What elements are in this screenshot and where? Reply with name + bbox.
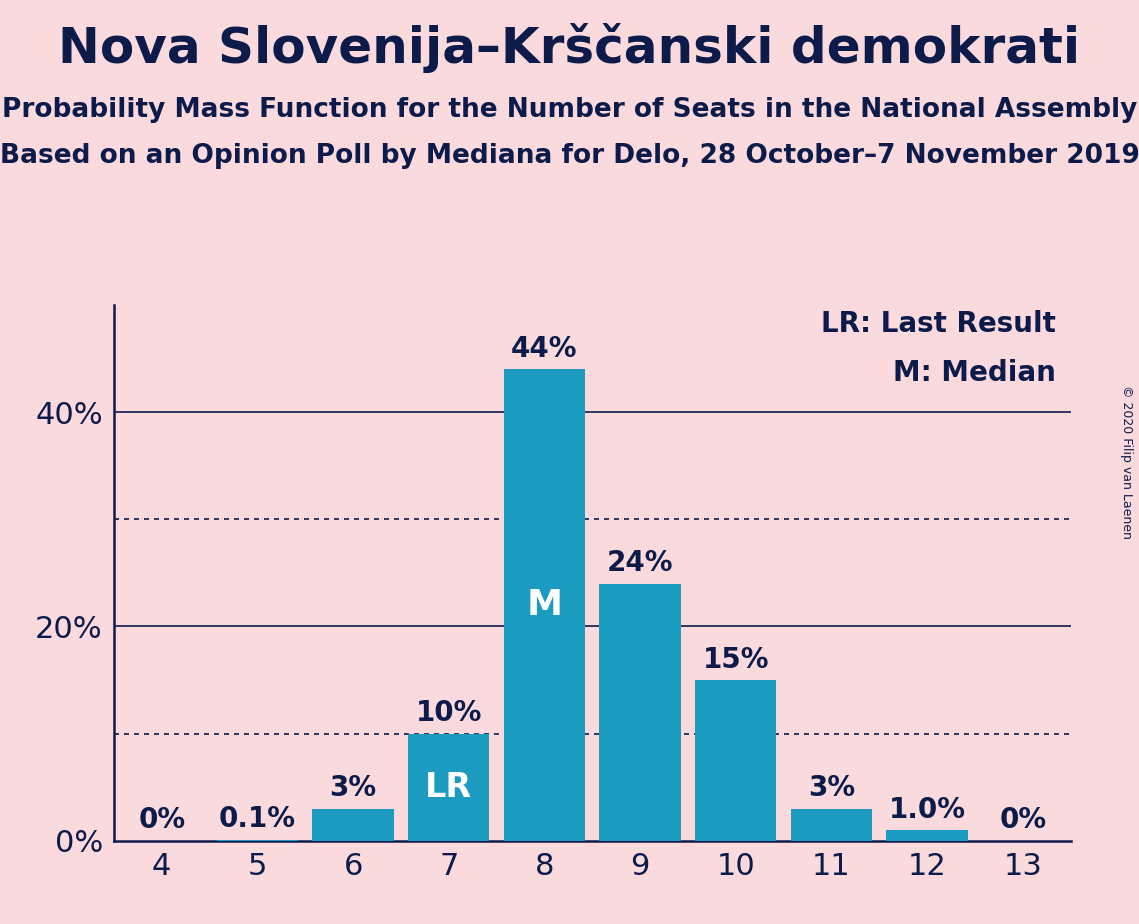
Bar [408, 734, 490, 841]
Text: Based on an Opinion Poll by Mediana for Delo, 28 October–7 November 2019: Based on an Opinion Poll by Mediana for … [0, 143, 1139, 169]
Text: © 2020 Filip van Laenen: © 2020 Filip van Laenen [1121, 385, 1133, 539]
Text: 0%: 0% [999, 807, 1047, 834]
Text: 0%: 0% [138, 807, 186, 834]
Text: 0.1%: 0.1% [219, 806, 296, 833]
Text: Probability Mass Function for the Number of Seats in the National Assembly: Probability Mass Function for the Number… [2, 97, 1137, 123]
Text: 15%: 15% [703, 646, 769, 674]
Text: M: Median: M: Median [893, 359, 1056, 386]
Text: 3%: 3% [329, 774, 377, 802]
Bar [312, 808, 394, 841]
Bar [503, 370, 585, 841]
Text: 10%: 10% [416, 699, 482, 727]
Bar [216, 840, 298, 841]
Text: 1.0%: 1.0% [888, 796, 966, 823]
Bar [886, 830, 968, 841]
Text: 44%: 44% [511, 334, 577, 363]
Text: Nova Slovenija–Krščanski demokrati: Nova Slovenija–Krščanski demokrati [58, 23, 1081, 73]
Text: M: M [526, 588, 563, 622]
Text: LR: LR [425, 771, 473, 804]
Text: 3%: 3% [808, 774, 855, 802]
Text: 24%: 24% [607, 549, 673, 578]
Bar [790, 808, 872, 841]
Bar [695, 680, 777, 841]
Text: LR: Last Result: LR: Last Result [821, 310, 1056, 338]
Bar [599, 584, 681, 841]
